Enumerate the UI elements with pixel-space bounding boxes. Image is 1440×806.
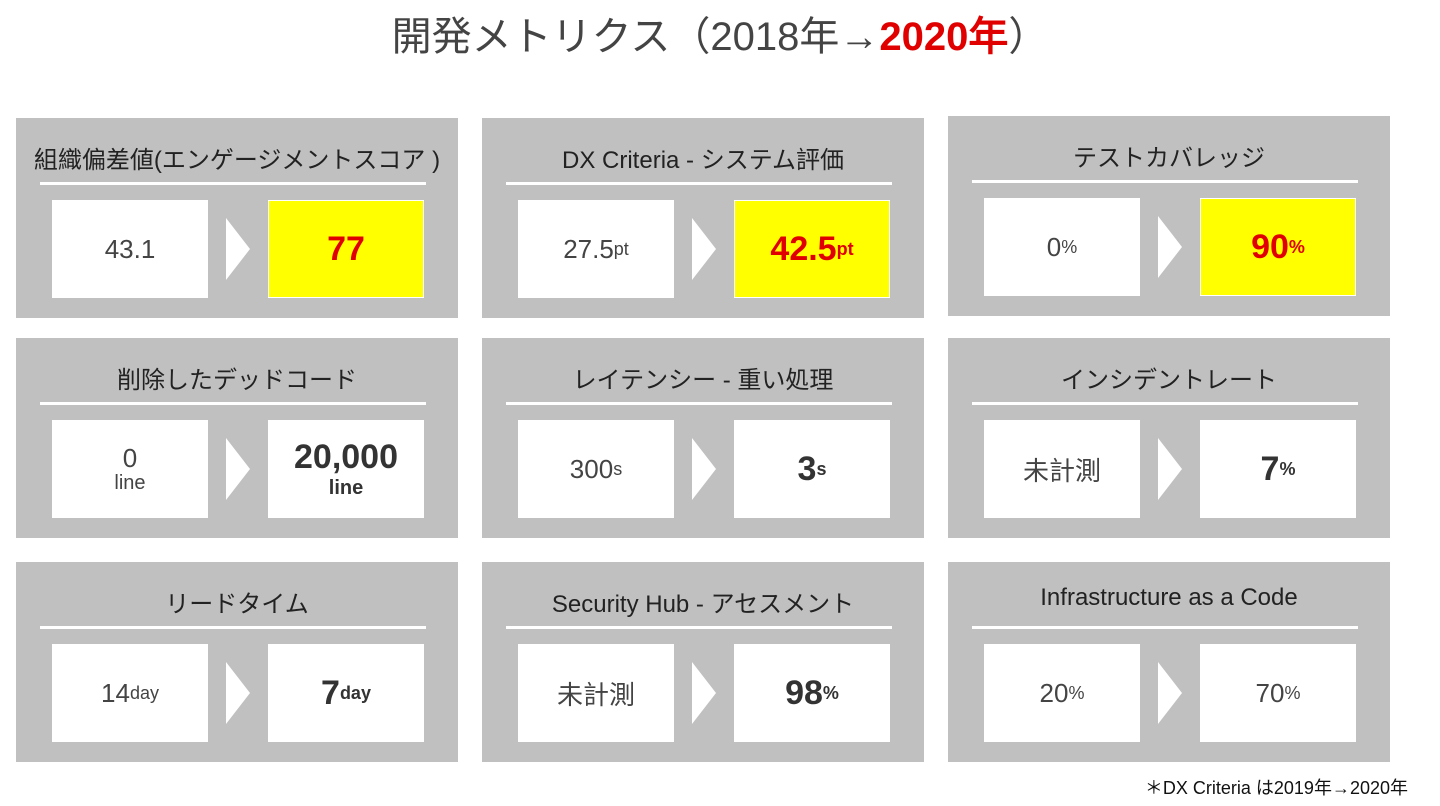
after-value: 3 — [797, 449, 817, 488]
title-suffix: ） — [1008, 15, 1049, 59]
after-unit: day — [339, 682, 371, 703]
arrow-right-icon — [1158, 216, 1182, 278]
before-value-box: 0 line — [52, 420, 208, 518]
title-prefix: 開発メトリクス（2018年→ — [391, 15, 880, 59]
before-value-box: 27.5 pt — [518, 200, 674, 298]
divider — [506, 182, 892, 185]
arrow-right-icon — [692, 218, 716, 280]
arrow-right-icon — [692, 438, 716, 500]
before-unit: s — [613, 458, 623, 479]
metric-title: テストカバレッジ — [1073, 145, 1265, 172]
before-unit: pt — [613, 238, 629, 259]
after-value-box: 20,000 line — [268, 420, 424, 518]
metric-title: Infrastructure as a Code — [1040, 584, 1298, 611]
metric-card: 組織偏差値(エンゲージメントスコア ) 43.1 77 — [16, 118, 458, 318]
metric-card: リードタイム 14 day 7 day — [16, 562, 458, 762]
before-value: 未計測 — [556, 679, 635, 710]
before-unit: % — [1068, 682, 1085, 703]
title-highlight: 2020年 — [879, 15, 1009, 59]
after-value: 70 — [1255, 677, 1285, 708]
before-value: 20 — [1039, 677, 1069, 708]
before-value-box: 未計測 — [518, 644, 674, 742]
metric-title: 削除したデッドコード — [117, 367, 357, 394]
before-value-box: 14 day — [52, 644, 208, 742]
before-value: 27.5 — [563, 233, 614, 264]
metric-card: 削除したデッドコード 0 line 20,000 line — [16, 338, 458, 538]
after-value-box: 70% — [1200, 644, 1356, 742]
after-value-box: 98% — [734, 644, 890, 742]
before-value: 14 — [101, 677, 130, 708]
metric-title: レイテンシー - 重い処理 — [572, 367, 834, 394]
footnote: ＊DX Criteria は2019年→2020年 — [1144, 778, 1408, 798]
after-unit: % — [822, 682, 839, 703]
after-value-box: 7% — [1200, 420, 1356, 518]
after-unit: % — [1288, 236, 1305, 257]
before-value: 未計測 — [1022, 455, 1101, 486]
after-value-box: 77 — [268, 200, 424, 298]
arrow-right-icon — [226, 218, 250, 280]
metric-title: DX Criteria - システム評価 — [562, 147, 844, 174]
divider — [972, 626, 1358, 629]
page-title: 開発メトリクス（2018年→2020年） — [0, 4, 1440, 62]
metric-title: リードタイム — [165, 591, 309, 618]
after-value: 7 — [321, 673, 340, 712]
divider — [40, 182, 426, 185]
after-unit: line — [328, 476, 364, 499]
after-value-box: 7 day — [268, 644, 424, 742]
arrow-right-icon — [1158, 662, 1182, 724]
divider — [40, 626, 426, 629]
metric-card: Infrastructure as a Code 20% 70% — [948, 562, 1390, 762]
after-value: 90 — [1251, 227, 1289, 266]
before-value: 0 — [122, 442, 138, 473]
after-unit: pt — [836, 238, 854, 259]
after-value-box: 90% — [1200, 198, 1356, 296]
metric-title: Security Hub - アセスメント — [551, 591, 855, 618]
after-unit: % — [1279, 458, 1296, 479]
after-value: 98 — [785, 673, 823, 712]
after-value: 77 — [327, 229, 365, 268]
before-unit: % — [1061, 236, 1078, 257]
before-value-box: 0% — [984, 198, 1140, 296]
divider — [40, 402, 426, 405]
metric-card: テストカバレッジ 0% 90% — [948, 116, 1390, 316]
after-value-box: 42.5 pt — [734, 200, 890, 298]
arrow-right-icon — [692, 662, 716, 724]
arrow-right-icon — [1158, 438, 1182, 500]
after-unit: % — [1284, 682, 1301, 703]
after-unit: s — [816, 458, 827, 479]
before-value: 43.1 — [104, 233, 156, 264]
before-unit: line — [114, 472, 146, 495]
after-value: 20,000 — [294, 438, 398, 477]
metric-card: Security Hub - アセスメント 未計測 98% — [482, 562, 924, 762]
divider — [972, 180, 1358, 183]
before-value-box: 43.1 — [52, 200, 208, 298]
before-value-box: 未計測 — [984, 420, 1140, 518]
arrow-right-icon — [226, 438, 250, 500]
divider — [972, 402, 1358, 405]
before-value-box: 300 s — [518, 420, 674, 518]
arrow-right-icon — [226, 662, 250, 724]
metric-card: インシデントレート 未計測 7% — [948, 338, 1390, 538]
metric-title: インシデントレート — [1061, 367, 1277, 394]
metric-title: 組織偏差値(エンゲージメントスコア ) — [33, 147, 441, 174]
before-value-box: 20% — [984, 644, 1140, 742]
divider — [506, 402, 892, 405]
before-value: 300 — [569, 453, 614, 484]
before-value: 0 — [1046, 231, 1062, 262]
before-unit: day — [129, 682, 159, 703]
after-value: 7 — [1260, 449, 1280, 488]
after-value: 42.5 — [770, 229, 837, 268]
divider — [506, 626, 892, 629]
metric-card: DX Criteria - システム評価 27.5 pt 42.5 pt — [482, 118, 924, 318]
